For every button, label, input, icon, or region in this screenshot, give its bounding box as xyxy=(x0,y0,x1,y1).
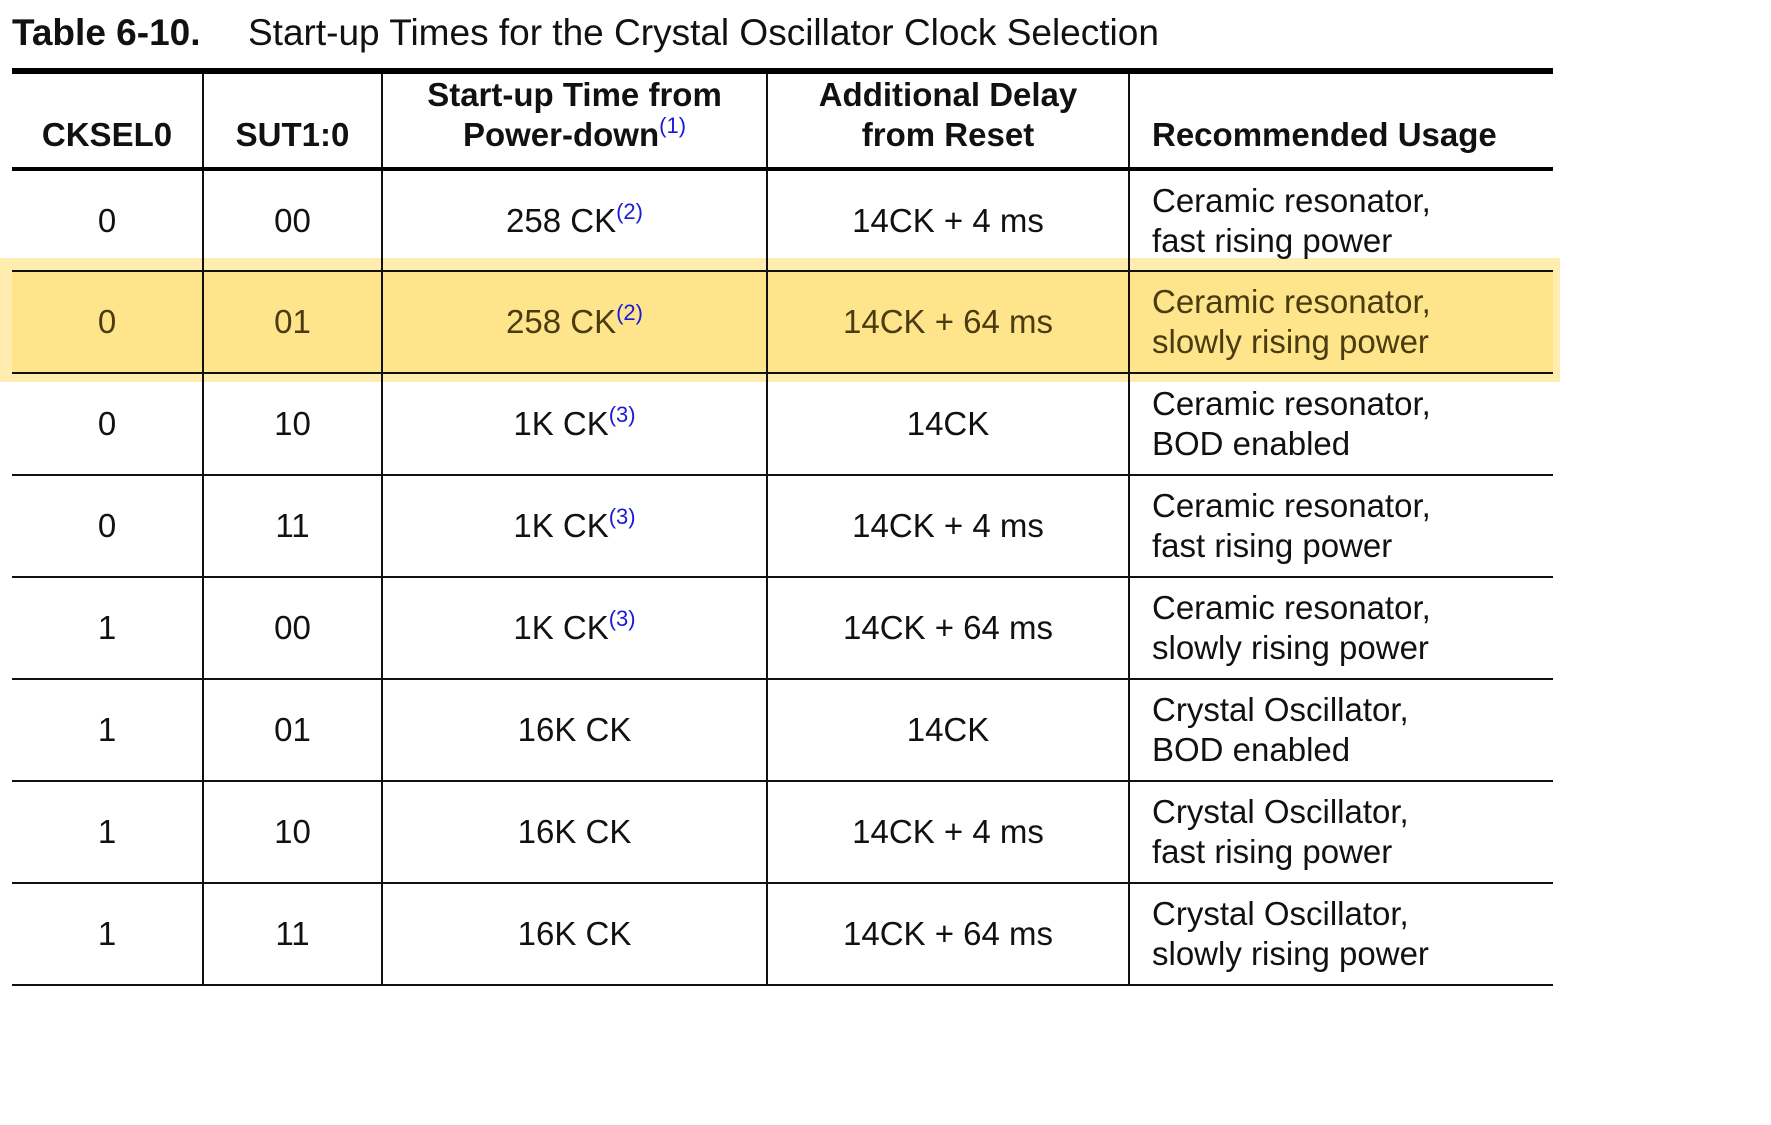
cell-recommended-usage: Crystal Oscillator, fast rising power xyxy=(1128,780,1553,884)
table-number: Table 6-10. xyxy=(12,12,201,53)
table-top-rule xyxy=(12,68,1553,74)
usage-line1: Crystal Oscillator, xyxy=(1152,691,1409,728)
footnote-link[interactable]: (2) xyxy=(616,300,643,325)
cell-cksel0: 0 xyxy=(12,474,204,578)
cell-cksel0: 0 xyxy=(12,270,204,374)
cell-sut: 10 xyxy=(202,372,383,476)
footnote-link[interactable]: (2) xyxy=(616,198,643,224)
cell-sut: 00 xyxy=(202,168,383,272)
cell-additional-delay: 14CK xyxy=(766,372,1130,476)
startup-time-value: 16K CK xyxy=(517,915,632,952)
header-startup-time: Start-up Time from Power-down(1) xyxy=(381,74,768,171)
startup-time-value: 16K CK xyxy=(517,813,632,850)
cell-recommended-usage: Ceramic resonator, fast rising power xyxy=(1128,474,1553,578)
header-sut: SUT1:0 xyxy=(202,74,383,171)
startup-times-table: CKSEL0 SUT1:0 Start-up Time from Power-d… xyxy=(12,74,1553,986)
cell-startup-time: 258 CK(2) xyxy=(381,270,768,374)
cell-recommended-usage: Ceramic resonator, slowly rising power xyxy=(1128,270,1553,374)
usage-line1: Ceramic resonator, xyxy=(1152,181,1431,219)
cell-recommended-usage: Ceramic resonator, slowly rising power xyxy=(1128,576,1553,680)
usage-line2: BOD enabled xyxy=(1152,731,1351,768)
cell-cksel0: 1 xyxy=(12,780,204,884)
startup-time-value: 1K CK xyxy=(513,405,609,442)
header-startup-line1: Start-up Time from xyxy=(427,76,722,113)
cell-sut: 01 xyxy=(202,678,383,782)
table-row: 0 11 1K CK(3) 14CK + 4 ms Ceramic resonator,… xyxy=(12,474,1553,578)
cell-startup-time: 16K CK xyxy=(381,780,768,884)
usage-line1: Ceramic resonator, xyxy=(1152,487,1431,524)
cell-cksel0: 1 xyxy=(12,576,204,680)
usage-line1: Ceramic resonator, xyxy=(1152,385,1431,422)
cell-recommended-usage: Crystal Oscillator, BOD enabled xyxy=(1128,678,1553,782)
cell-startup-time: 16K CK xyxy=(381,882,768,986)
usage-line2: slowly rising power xyxy=(1152,323,1429,360)
cell-startup-time: 1K CK(3) xyxy=(381,576,768,680)
table-body: 0 00 258 CK(2) 14CK + 4 ms Ceramic resonator… xyxy=(12,168,1553,986)
cell-sut: 11 xyxy=(202,474,383,578)
header-recommended-usage: Recommended Usage xyxy=(1128,74,1553,171)
table-row: 1 01 16K CK 14CK Crystal Oscillator, BOD enab… xyxy=(12,678,1553,782)
table-row: 1 11 16K CK 14CK + 64 ms Crystal Oscillator,… xyxy=(12,882,1553,986)
footnote-link[interactable]: (3) xyxy=(608,402,636,427)
header-delay-line2: from Reset xyxy=(861,116,1035,153)
header-startup-line2: Power-down xyxy=(462,116,660,153)
cell-cksel0: 1 xyxy=(12,882,204,986)
usage-line1: Crystal Oscillator, xyxy=(1152,895,1409,932)
table-row: 1 00 1K CK(3) 14CK + 64 ms Ceramic resonator… xyxy=(12,576,1553,680)
startup-time-value: 258 CK xyxy=(506,201,617,239)
cell-startup-time: 1K CK(3) xyxy=(381,372,768,476)
footnote-link[interactable]: (3) xyxy=(608,504,636,529)
startup-time-value: 1K CK xyxy=(513,507,609,544)
table-row: 0 10 1K CK(3) 14CK Ceramic resonator, BOD ena… xyxy=(12,372,1553,476)
usage-line1: Ceramic resonator, xyxy=(1152,589,1431,626)
usage-line1: Crystal Oscillator, xyxy=(1152,793,1409,830)
cell-additional-delay: 14CK + 64 ms xyxy=(766,270,1130,374)
cell-startup-time: 16K CK xyxy=(381,678,768,782)
cell-sut: 11 xyxy=(202,882,383,986)
startup-time-value: 258 CK xyxy=(506,303,617,340)
startup-time-value: 16K CK xyxy=(517,711,632,748)
header-row: CKSEL0 SUT1:0 Start-up Time from Power-d… xyxy=(12,74,1553,171)
startup-time-value: 1K CK xyxy=(513,609,609,646)
usage-line2: slowly rising power xyxy=(1152,935,1429,972)
cell-additional-delay: 14CK + 64 ms xyxy=(766,576,1130,680)
cell-startup-time: 258 CK(2) xyxy=(381,168,768,272)
table-row: 0 01 258 CK(2) 14CK + 64 ms Ceramic resonato… xyxy=(12,270,1553,374)
cell-cksel0: 1 xyxy=(12,678,204,782)
cell-recommended-usage: Crystal Oscillator, slowly rising power xyxy=(1128,882,1553,986)
usage-line2: fast rising power xyxy=(1152,221,1393,259)
usage-line2: slowly rising power xyxy=(1152,629,1429,666)
cell-additional-delay: 14CK + 4 ms xyxy=(766,474,1130,578)
table-row: 0 00 258 CK(2) 14CK + 4 ms Ceramic resonator… xyxy=(12,168,1553,272)
cell-sut: 10 xyxy=(202,780,383,884)
header-additional-delay: Additional Delay from Reset xyxy=(766,74,1130,171)
cell-cksel0: 0 xyxy=(12,372,204,476)
usage-line1: Ceramic resonator, xyxy=(1152,283,1431,320)
usage-line2: BOD enabled xyxy=(1152,425,1351,462)
cell-sut: 00 xyxy=(202,576,383,680)
table-title: Start-up Times for the Crystal Oscillato… xyxy=(248,12,1159,53)
header-cksel0: CKSEL0 xyxy=(12,74,204,171)
cell-recommended-usage: Ceramic resonator, fast rising power xyxy=(1128,168,1553,272)
cell-startup-time: 1K CK(3) xyxy=(381,474,768,578)
table-row: 1 10 16K CK 14CK + 4 ms Crystal Oscillator, f… xyxy=(12,780,1553,884)
footnote-link[interactable]: (1) xyxy=(659,113,687,138)
cell-cksel0: 0 xyxy=(12,168,204,272)
usage-line2: fast rising power xyxy=(1152,833,1393,870)
header-delay-line1: Additional Delay xyxy=(818,76,1078,113)
cell-sut: 01 xyxy=(202,270,383,374)
cell-additional-delay: 14CK + 4 ms xyxy=(766,780,1130,884)
cell-additional-delay: 14CK + 64 ms xyxy=(766,882,1130,986)
footnote-link[interactable]: (3) xyxy=(608,606,636,631)
table-caption: Table 6-10. Start-up Times for the Crysta… xyxy=(12,8,1159,58)
cell-additional-delay: 14CK xyxy=(766,678,1130,782)
cell-additional-delay: 14CK + 4 ms xyxy=(766,168,1130,272)
usage-line2: fast rising power xyxy=(1152,527,1393,564)
cell-recommended-usage: Ceramic resonator, BOD enabled xyxy=(1128,372,1553,476)
